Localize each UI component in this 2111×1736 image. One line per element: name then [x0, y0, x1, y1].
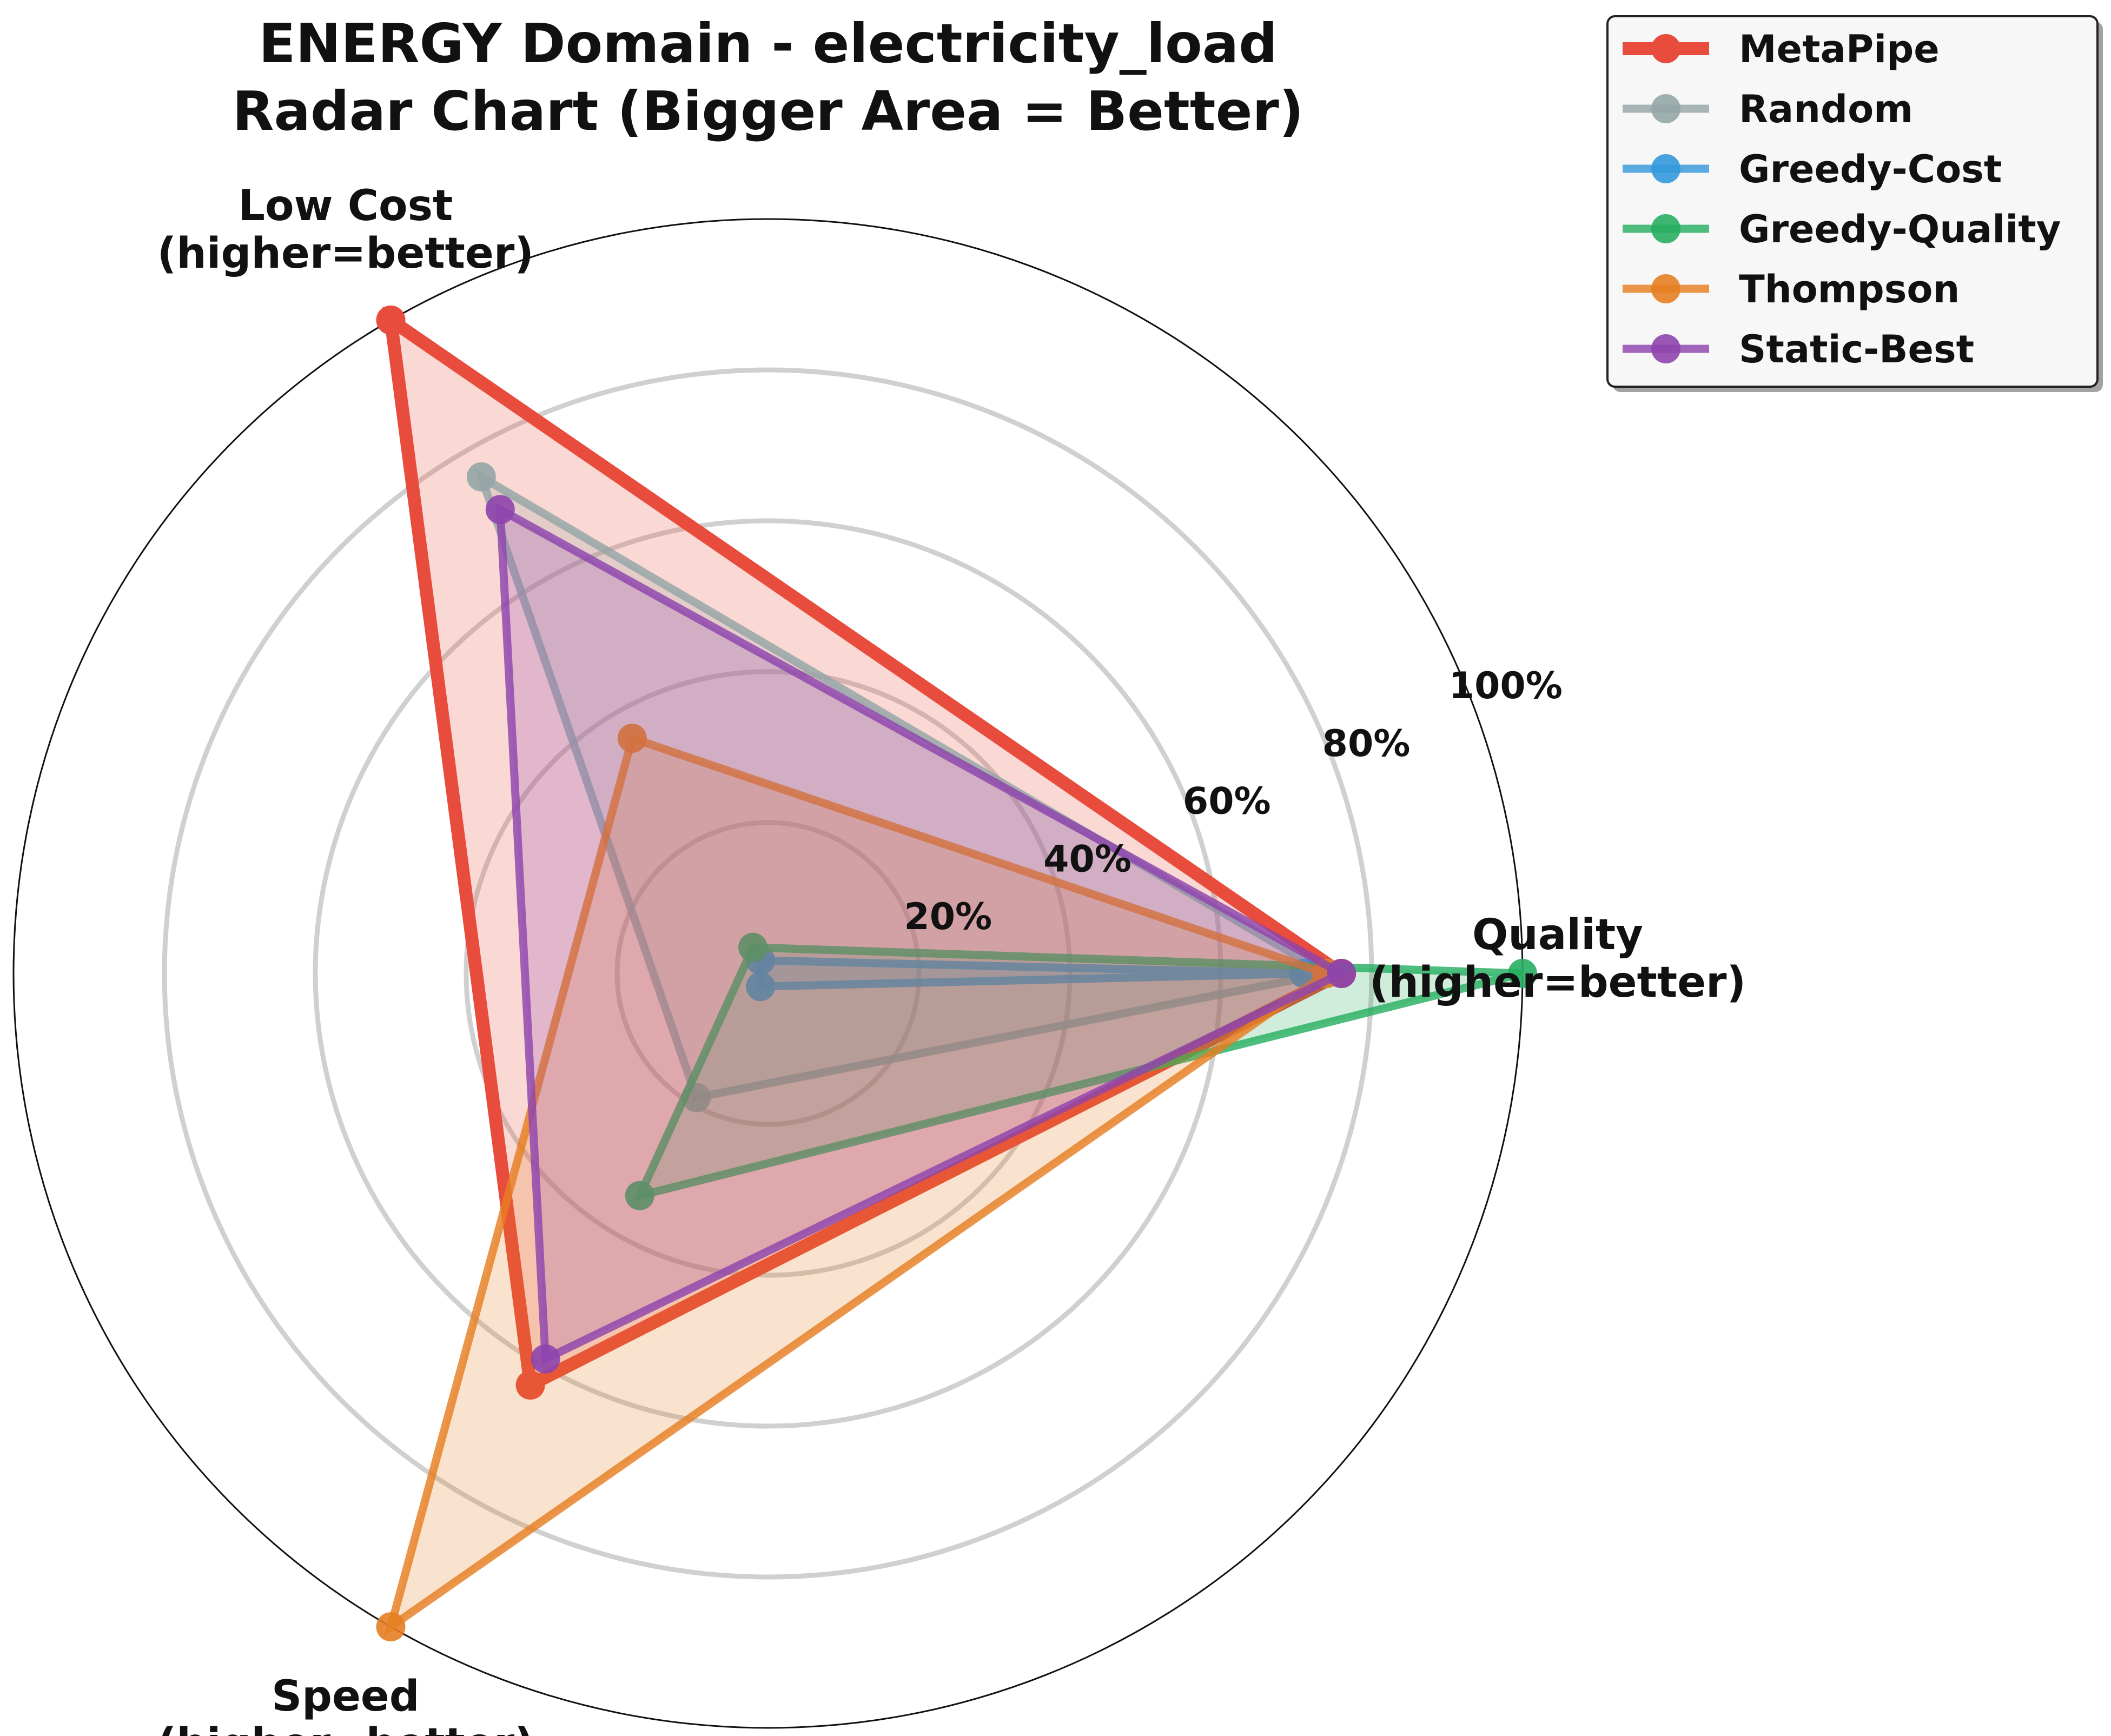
series-point-static-best-1 [485, 495, 515, 525]
series-line-greedy-quality [632, 943, 1524, 1202]
chart-title: ENERGY Domain - electricity_load Radar C… [233, 12, 1304, 143]
legend-swatch-marker-greedy-cost [1651, 154, 1680, 183]
series-area-static-best [500, 509, 1342, 1359]
axis-labels: Quality(higher=better)Low Cost(higher=be… [157, 182, 1746, 1736]
series-line-thompson [383, 733, 1335, 1637]
axis-label-0-line-0: Quality [1472, 911, 1643, 959]
legend-swatch-marker-greedy-quality [1651, 214, 1680, 243]
series-point-random-1 [466, 462, 496, 492]
series-line-metapipe [382, 306, 1354, 1395]
legend-label-static-best: Static-Best [1739, 327, 1974, 372]
series-metapipe [376, 305, 1356, 1400]
legend-item-greedy-cost: Greedy-Cost [1623, 147, 2002, 191]
series-area-thompson [391, 738, 1327, 1627]
legend-swatch-marker-thompson [1651, 274, 1680, 303]
axis-label-2: Speed(higher=better) [157, 1672, 534, 1736]
grid-circle-80 [162, 367, 1374, 1580]
series-line-random [474, 468, 1338, 1103]
legend-item-greedy-quality: Greedy-Quality [1623, 207, 2061, 251]
series-point-static-best-2 [531, 1344, 560, 1374]
series-point-thompson-2 [376, 1612, 406, 1642]
legend-label-metapipe: MetaPipe [1739, 27, 1940, 71]
series-layer [376, 305, 1537, 1642]
series-greedy-quality [625, 932, 1537, 1210]
series-point-greedy-quality-2 [625, 1181, 654, 1210]
legend-label-greedy-quality: Greedy-Quality [1739, 207, 2061, 251]
series-static-best [485, 495, 1356, 1374]
axis-label-2-line-0: Speed [272, 1672, 420, 1721]
legend-item-thompson: Thompson [1623, 267, 1960, 312]
legend-label-greedy-cost: Greedy-Cost [1739, 147, 2002, 191]
legend: MetaPipe Random Greedy-Cost Greedy-Quality T… [1606, 15, 2103, 392]
legend-box [1606, 15, 2099, 388]
series-area-random [481, 476, 1327, 1098]
radial-tick-labels: 20% 40% 60% 80% 100% [904, 665, 1562, 938]
legend-swatch-marker-metapipe [1651, 34, 1680, 63]
tick-label-20: 20% [904, 896, 992, 938]
series-point-greedy-quality-0 [1508, 959, 1537, 988]
series-line-static-best [495, 502, 1351, 1366]
series-point-static-best-0 [1327, 959, 1356, 988]
grid-circle-40 [464, 669, 1073, 1278]
series-point-greedy-quality-1 [738, 932, 768, 962]
tick-label-80: 80% [1322, 723, 1411, 765]
chart-title-line-1: ENERGY Domain - electricity_load [259, 12, 1278, 75]
axis-label-1: Low Cost(higher=better) [157, 182, 534, 278]
legend-swatch-marker-random [1651, 94, 1680, 123]
series-point-metapipe-2 [515, 1370, 545, 1400]
legend-label-thompson: Thompson [1739, 267, 1960, 312]
legend-label-random: Random [1739, 87, 1913, 131]
legend-item-static-best: Static-Best [1623, 327, 1974, 372]
grid-circle-20 [614, 820, 922, 1127]
legend-item-metapipe: MetaPipe [1623, 27, 1940, 71]
chart-title-line-2: Radar Chart (Bigger Area = Better) [233, 79, 1304, 143]
axis-label-1-line-1: (higher=better) [157, 229, 534, 278]
series-area-greedy-quality [639, 947, 1523, 1196]
series-point-metapipe-1 [376, 305, 406, 335]
tick-label-100: 100% [1449, 665, 1563, 707]
series-point-thompson-1 [617, 724, 647, 753]
tick-label-40: 40% [1043, 838, 1131, 880]
series-point-greedy-cost-2 [746, 972, 776, 1002]
axis-label-0-line-1: (higher=better) [1369, 958, 1746, 1007]
legend-item-random: Random [1623, 87, 1913, 131]
tick-label-60: 60% [1183, 780, 1271, 823]
axis-label-2-line-1: (higher=better) [157, 1720, 534, 1736]
axis-label-1-line-0: Low Cost [238, 182, 453, 230]
series-area-metapipe [391, 320, 1342, 1386]
legend-swatch-marker-static-best [1651, 334, 1680, 363]
axis-label-0: Quality(higher=better) [1369, 911, 1746, 1007]
